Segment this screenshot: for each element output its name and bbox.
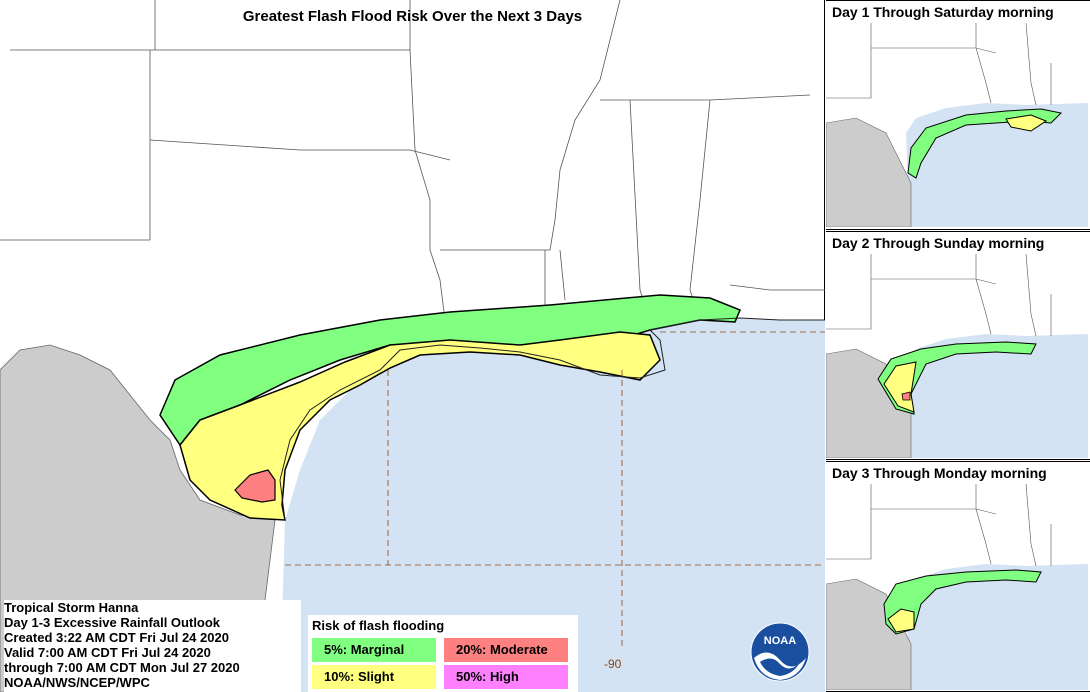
valid-time: Valid 7:00 AM CDT Fri Jul 24 2020 xyxy=(4,645,211,660)
coastline xyxy=(279,317,825,521)
day3-map xyxy=(826,484,1088,690)
longitude-label: -90 xyxy=(604,657,622,671)
created-time: Created 3:22 AM CDT Fri Jul 24 2020 xyxy=(4,630,229,645)
legend-marginal: 5%: Marginal xyxy=(312,638,436,662)
risk-moderate xyxy=(234,469,276,503)
main-map xyxy=(0,0,825,692)
noaa-logo: NOAA xyxy=(750,622,810,682)
day2-panel: Day 2 Through Sunday morning xyxy=(826,231,1090,460)
state-boundaries xyxy=(0,0,825,321)
graticule xyxy=(285,331,825,650)
day1-panel: Day 1 Through Saturday morning xyxy=(826,0,1090,230)
risk-legend: Risk of flash flooding 5%: Marginal 20%:… xyxy=(308,615,578,692)
day2-map xyxy=(826,254,1088,458)
legend-title: Risk of flash flooding xyxy=(312,618,445,633)
map-canvas xyxy=(0,0,825,692)
risk-slight xyxy=(179,331,661,521)
outlook-info: Tropical Storm Hanna Day 1-3 Excessive R… xyxy=(4,600,301,692)
noaa-logo-text: NOAA xyxy=(764,635,796,647)
product-name: Day 1-3 Excessive Rainfall Outlook xyxy=(4,615,221,630)
map-title: Greatest Flash Flood Risk Over the Next … xyxy=(242,8,583,25)
legend-slight: 10%: Slight xyxy=(312,665,436,689)
legend-high: 50%: High xyxy=(444,665,568,689)
legend-moderate: 20%: Moderate xyxy=(444,638,568,662)
noaa-logo-graphic: NOAA xyxy=(750,622,810,682)
day1-title: Day 1 Through Saturday morning xyxy=(832,4,1054,20)
storm-name: Tropical Storm Hanna xyxy=(4,600,139,615)
day1-map xyxy=(826,23,1088,227)
day3-title: Day 3 Through Monday morning xyxy=(832,465,1047,481)
day3-panel: Day 3 Through Monday morning xyxy=(826,461,1090,692)
agency: NOAA/NWS/NCEP/WPC xyxy=(4,675,150,690)
day2-title: Day 2 Through Sunday morning xyxy=(832,235,1045,251)
through-time: through 7:00 AM CDT Mon Jul 27 2020 xyxy=(4,660,240,675)
gulf-water xyxy=(280,318,825,692)
